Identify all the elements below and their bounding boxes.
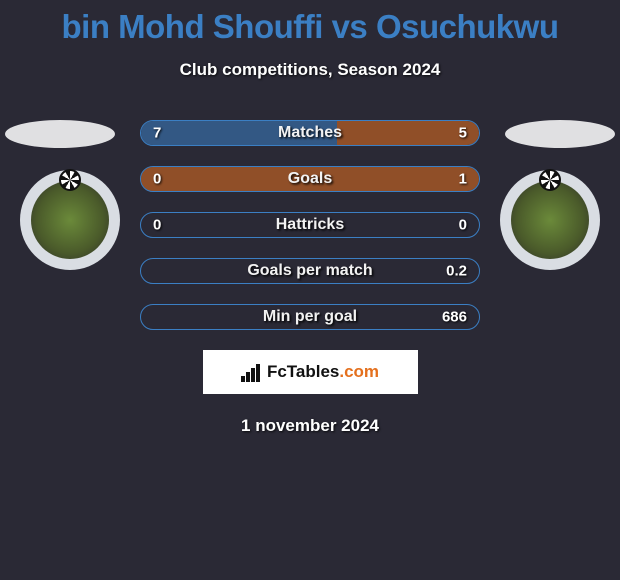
player-oval-left — [5, 120, 115, 148]
comparison-panel: 75Matches 01Goals 00Hattricks 0.2Goals per … — [0, 120, 620, 436]
date-text: 1 november 2024 — [0, 416, 620, 436]
stat-label: Goals per match — [141, 262, 479, 280]
ball-icon — [59, 169, 81, 191]
brand-chart-icon — [241, 362, 263, 382]
stat-label: Min per goal — [141, 308, 479, 326]
stat-label: Matches — [141, 124, 479, 142]
club-crest-right — [500, 170, 600, 270]
stat-label: Goals — [141, 170, 479, 188]
brand-text: FcTables.com — [267, 362, 379, 382]
brand-box: FcTables.com — [203, 350, 418, 394]
ball-icon — [539, 169, 561, 191]
subtitle: Club competitions, Season 2024 — [0, 60, 620, 80]
stat-row: 00Hattricks — [140, 212, 480, 238]
player-oval-right — [505, 120, 615, 148]
stat-row: 75Matches — [140, 120, 480, 146]
page-title: bin Mohd Shouffi vs Osuchukwu — [0, 0, 620, 46]
stat-label: Hattricks — [141, 216, 479, 234]
stat-row: 686Min per goal — [140, 304, 480, 330]
stat-row: 0.2Goals per match — [140, 258, 480, 284]
club-crest-left — [20, 170, 120, 270]
stat-row: 01Goals — [140, 166, 480, 192]
stat-rows: 75Matches 01Goals 00Hattricks 0.2Goals per … — [140, 120, 480, 330]
